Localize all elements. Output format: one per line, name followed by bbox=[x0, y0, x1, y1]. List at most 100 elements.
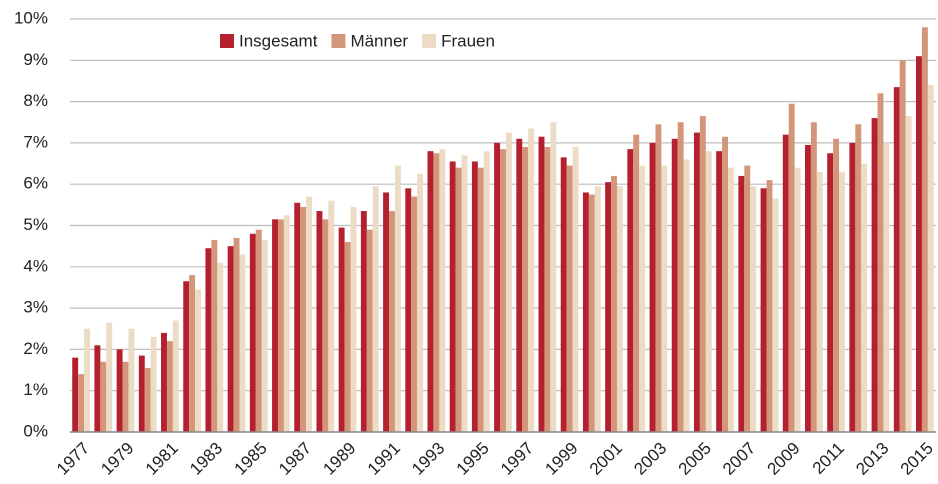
bar bbox=[150, 337, 157, 432]
y-tick-label: 5% bbox=[23, 215, 48, 234]
bar bbox=[316, 211, 323, 432]
bar bbox=[494, 142, 501, 432]
x-tick-label: 1993 bbox=[408, 439, 448, 479]
bar bbox=[389, 211, 395, 432]
bar bbox=[500, 149, 506, 432]
bar bbox=[611, 175, 617, 432]
bar bbox=[100, 361, 107, 432]
legend-swatch bbox=[220, 34, 234, 48]
bar bbox=[855, 124, 862, 432]
x-tick-label: 2013 bbox=[852, 439, 892, 479]
x-tick-label: 1997 bbox=[497, 439, 537, 479]
y-tick-label: 7% bbox=[23, 132, 48, 151]
bar bbox=[172, 320, 179, 432]
bar bbox=[78, 374, 85, 432]
bar bbox=[782, 134, 789, 432]
bar bbox=[893, 87, 900, 433]
x-tick-label: 1983 bbox=[186, 439, 226, 479]
y-tick-label: 9% bbox=[23, 50, 48, 69]
bar bbox=[827, 153, 834, 432]
x-tick-label: 1999 bbox=[541, 439, 581, 479]
bar bbox=[566, 165, 573, 433]
bar bbox=[272, 219, 278, 432]
bar bbox=[205, 248, 212, 432]
bar bbox=[750, 186, 757, 432]
bar bbox=[605, 182, 612, 432]
bar bbox=[461, 155, 468, 433]
bar bbox=[588, 194, 595, 432]
bar bbox=[572, 147, 579, 432]
bar bbox=[383, 192, 390, 432]
x-tick-label: 2009 bbox=[763, 439, 803, 479]
bar bbox=[366, 229, 373, 432]
bar bbox=[283, 215, 290, 432]
bar bbox=[72, 357, 79, 432]
x-tick-label: 2007 bbox=[719, 439, 759, 479]
y-tick-label: 1% bbox=[23, 380, 48, 399]
bar bbox=[671, 138, 678, 432]
bar bbox=[211, 239, 218, 432]
legend-swatch bbox=[422, 34, 437, 48]
bar bbox=[84, 328, 90, 432]
bar bbox=[633, 134, 640, 432]
legend-label: Insgesamt bbox=[239, 31, 318, 50]
bar bbox=[661, 165, 668, 433]
legend-swatch bbox=[331, 34, 346, 48]
x-tick-label: 2011 bbox=[809, 439, 848, 478]
bar bbox=[916, 56, 922, 433]
bar bbox=[921, 27, 928, 432]
bar bbox=[728, 167, 734, 432]
bar bbox=[277, 219, 284, 432]
bar bbox=[655, 124, 662, 432]
x-tick-label: 2001 bbox=[586, 439, 626, 479]
y-tick-label: 2% bbox=[23, 339, 48, 358]
x-tick-label: 2005 bbox=[675, 439, 715, 479]
y-tick-label: 8% bbox=[23, 91, 48, 110]
bar bbox=[550, 122, 557, 432]
x-tick-label: 2015 bbox=[897, 439, 937, 479]
bar bbox=[322, 219, 329, 432]
bar bbox=[405, 188, 412, 432]
x-tick-label: 1987 bbox=[275, 439, 315, 479]
bar bbox=[794, 167, 801, 432]
y-tick-label: 0% bbox=[23, 421, 48, 440]
bar bbox=[261, 239, 268, 432]
bar bbox=[433, 153, 440, 432]
y-tick-label: 10% bbox=[14, 8, 48, 27]
bar bbox=[716, 151, 723, 432]
bar bbox=[877, 93, 884, 432]
bar bbox=[772, 198, 779, 432]
bar bbox=[760, 188, 767, 432]
bar bbox=[471, 161, 478, 433]
bar bbox=[804, 144, 811, 432]
x-tick-label: 1991 bbox=[364, 439, 404, 479]
bar bbox=[871, 118, 878, 433]
bar bbox=[677, 122, 684, 432]
bar bbox=[699, 116, 706, 433]
bar bbox=[861, 163, 868, 433]
bar bbox=[616, 186, 623, 432]
bar bbox=[195, 289, 202, 432]
bar bbox=[138, 355, 145, 432]
bar bbox=[560, 157, 567, 433]
bar bbox=[516, 138, 523, 432]
bar bbox=[810, 122, 817, 432]
bar bbox=[899, 60, 906, 433]
bar bbox=[594, 186, 601, 432]
bar bbox=[128, 328, 135, 432]
bar bbox=[744, 165, 751, 433]
bar bbox=[788, 103, 795, 432]
bar bbox=[372, 186, 379, 432]
bar bbox=[905, 116, 912, 433]
x-tick-label: 1977 bbox=[53, 439, 93, 479]
bar bbox=[639, 165, 646, 433]
bar bbox=[161, 332, 167, 432]
bar bbox=[582, 192, 589, 432]
bar bbox=[505, 132, 512, 432]
bar bbox=[144, 367, 151, 432]
bar bbox=[166, 341, 173, 432]
bar bbox=[255, 229, 262, 432]
bar bbox=[189, 275, 196, 432]
bar bbox=[439, 149, 446, 432]
bar bbox=[116, 349, 123, 432]
